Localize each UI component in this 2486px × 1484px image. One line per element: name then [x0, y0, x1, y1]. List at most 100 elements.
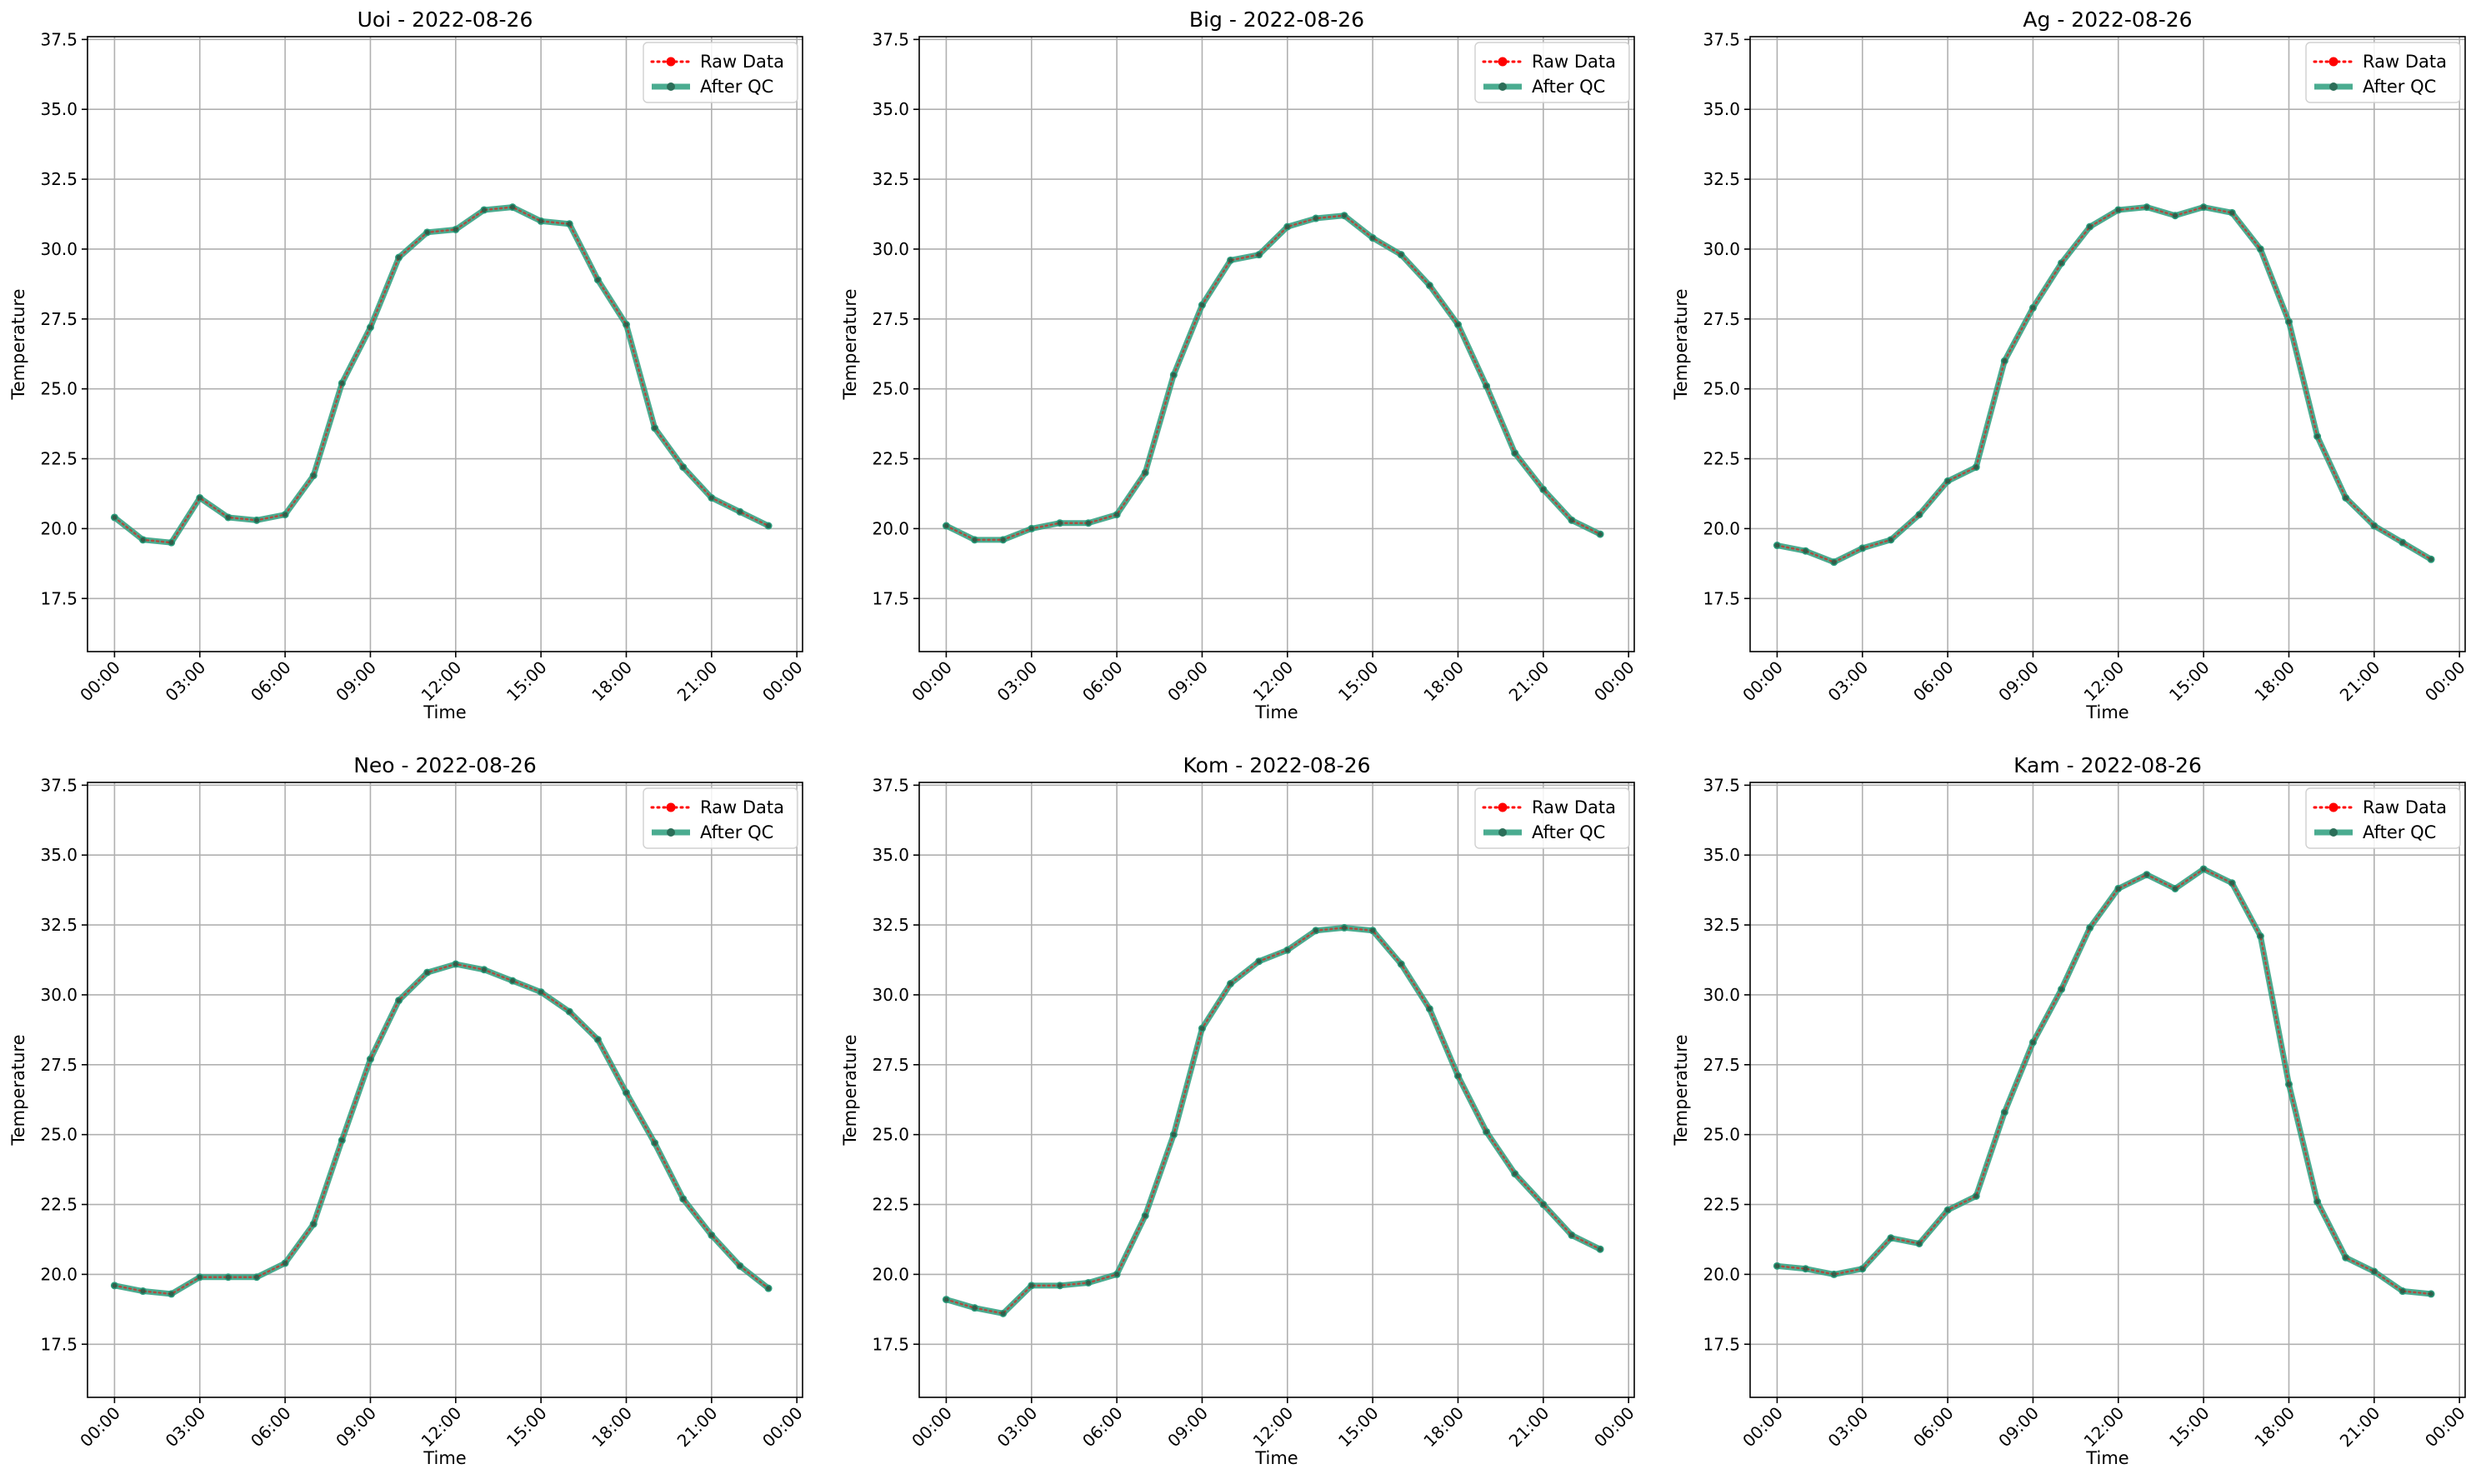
- x-tick-label: 03:00: [1824, 657, 1873, 706]
- point-raw-data: [567, 1009, 573, 1015]
- y-tick-label: 37.5: [1703, 29, 1740, 49]
- point-raw-data: [140, 537, 146, 542]
- point-raw-data: [1313, 216, 1318, 222]
- x-tick-label: 06:00: [1909, 1403, 1958, 1452]
- x-tick-label: 21:00: [1505, 1403, 1553, 1452]
- y-tick-label: 17.5: [40, 1334, 78, 1354]
- point-raw-data: [1228, 257, 1233, 263]
- legend-marker-raw-data: [1498, 57, 1508, 67]
- x-tick-label: 03:00: [162, 1403, 210, 1452]
- x-tick-label: 18:00: [2250, 1403, 2298, 1452]
- point-raw-data: [972, 537, 978, 542]
- y-tick-label: 27.5: [1703, 1055, 1740, 1075]
- point-raw-data: [1973, 1193, 1979, 1199]
- y-tick-label: 25.0: [872, 379, 909, 399]
- point-raw-data: [424, 970, 430, 976]
- point-raw-data: [2286, 1082, 2292, 1087]
- y-tick-label: 32.5: [872, 169, 909, 189]
- point-raw-data: [1973, 464, 1979, 470]
- legend-label-raw-data: Raw Data: [1532, 52, 1616, 72]
- legend-label-raw-data: Raw Data: [1532, 797, 1616, 817]
- x-tick-label: 15:00: [503, 657, 551, 706]
- series-line-after-qc: [943, 924, 1603, 1317]
- point-raw-data: [972, 1305, 978, 1311]
- x-tick-label: 00:00: [76, 1403, 124, 1452]
- x-tick-label: 15:00: [1334, 657, 1383, 706]
- point-raw-data: [1916, 1241, 1922, 1247]
- point-raw-data: [1455, 322, 1461, 327]
- x-tick-label: 00:00: [758, 1403, 807, 1452]
- y-tick-label: 30.0: [40, 239, 78, 259]
- y-axis-label: Temperature: [8, 1034, 28, 1146]
- plot-frame: [87, 36, 803, 652]
- point-raw-data: [1284, 224, 1290, 230]
- point-raw-data: [1171, 372, 1177, 377]
- point-raw-data: [1085, 1280, 1091, 1286]
- y-tick-label: 30.0: [1703, 239, 1740, 259]
- point-raw-data: [2343, 495, 2348, 501]
- x-tick-label: 12:00: [1249, 657, 1298, 706]
- point-raw-data: [1831, 1272, 1837, 1277]
- point-raw-data: [766, 1286, 772, 1292]
- point-raw-data: [2286, 319, 2292, 325]
- x-tick-label: 15:00: [2165, 657, 2213, 706]
- y-tick-label: 17.5: [872, 588, 909, 608]
- legend-marker-after-qc: [1498, 828, 1507, 837]
- x-tick-label: 21:00: [1505, 657, 1553, 706]
- point-raw-data: [595, 1037, 601, 1042]
- legend: Raw Data After QC: [2305, 787, 2461, 849]
- point-raw-data: [1398, 252, 1404, 257]
- x-tick-label: 09:00: [1994, 657, 2043, 706]
- series-line-raw-data: [945, 927, 1602, 1315]
- plot-frame: [1749, 36, 2466, 652]
- point-raw-data: [2115, 886, 2121, 892]
- point-raw-data: [1540, 487, 1546, 492]
- point-raw-data: [197, 1274, 203, 1280]
- y-tick-label: 27.5: [1703, 309, 1740, 329]
- point-raw-data: [652, 425, 658, 431]
- y-tick-label: 30.0: [1703, 985, 1740, 1005]
- legend-marker-after-qc: [667, 82, 675, 91]
- x-tick-label: 06:00: [1078, 657, 1127, 706]
- point-raw-data: [766, 523, 772, 529]
- point-raw-data: [2428, 557, 2434, 562]
- chart-panel: Kam - 2022-08-26 17.5 20.0 22.5 25.0 27.5 30.0…: [1671, 753, 2469, 1468]
- y-tick-label: 37.5: [40, 29, 78, 49]
- point-raw-data: [396, 997, 402, 1003]
- point-raw-data: [595, 277, 601, 282]
- x-tick-label: 00:00: [1590, 1403, 1638, 1452]
- plot-frame: [918, 782, 1635, 1398]
- point-raw-data: [1256, 958, 1262, 964]
- point-raw-data: [1859, 545, 1865, 551]
- y-tick-label: 35.0: [1703, 845, 1740, 865]
- y-tick-label: 35.0: [1703, 99, 1740, 119]
- y-tick-label: 22.5: [40, 1195, 78, 1215]
- point-raw-data: [481, 967, 487, 972]
- point-raw-data: [1945, 478, 1951, 484]
- series-line-raw-data: [1776, 206, 2433, 564]
- x-tick-label: 03:00: [162, 657, 210, 706]
- y-tick-label: 25.0: [1703, 379, 1740, 399]
- point-raw-data: [2371, 523, 2377, 529]
- point-raw-data: [339, 1137, 345, 1143]
- x-tick-label: 12:00: [418, 1403, 466, 1452]
- point-raw-data: [708, 1232, 714, 1238]
- x-tick-label: 00:00: [758, 657, 807, 706]
- y-tick-label: 20.0: [40, 518, 78, 538]
- legend: Raw Data After QC: [2305, 42, 2461, 103]
- chart-title: Big - 2022-08-26: [1189, 7, 1364, 32]
- y-tick-label: 17.5: [872, 1334, 909, 1354]
- x-tick-label: 12:00: [2080, 1403, 2128, 1452]
- x-tick-label: 00:00: [1738, 1403, 1787, 1452]
- series-line-after-qc: [111, 961, 772, 1297]
- chart-title: Kom - 2022-08-26: [1183, 753, 1371, 777]
- x-axis-label: Time: [2085, 1448, 2128, 1468]
- y-tick-label: 32.5: [1703, 169, 1740, 189]
- x-tick-label: 06:00: [1909, 657, 1958, 706]
- x-tick-label: 00:00: [2421, 657, 2469, 706]
- x-tick-label: 18:00: [1419, 1403, 1468, 1452]
- point-raw-data: [168, 540, 174, 546]
- legend-label-after-qc: After QC: [2363, 77, 2436, 97]
- x-tick-label: 09:00: [1163, 657, 1212, 706]
- y-tick-label: 17.5: [1703, 588, 1740, 608]
